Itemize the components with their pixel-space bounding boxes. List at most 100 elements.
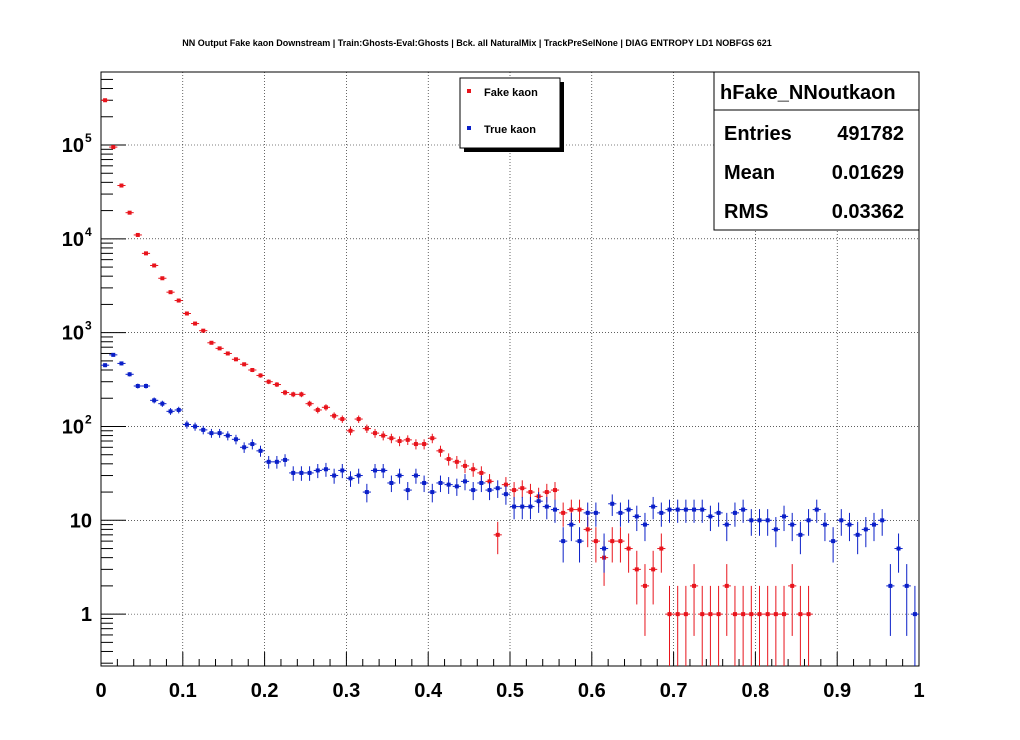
data-point (323, 467, 328, 472)
chart-title: NN Output Fake kaon Downstream | Train:G… (182, 38, 772, 48)
data-point (463, 463, 468, 468)
data-point (446, 482, 451, 487)
data-point (323, 405, 328, 410)
data-point (552, 507, 557, 512)
data-point (831, 539, 836, 544)
data-point (749, 612, 754, 617)
data-point (250, 442, 255, 447)
x-tick-label: 0.8 (741, 680, 769, 702)
data-point (217, 346, 222, 351)
x-tick-label: 0.4 (414, 680, 443, 702)
data-point (757, 518, 762, 523)
series-fake-kaon (101, 98, 813, 666)
data-point (233, 357, 238, 362)
data-point (143, 384, 148, 389)
data-point (732, 612, 737, 617)
y-tick-label: 10 (62, 229, 84, 251)
data-point (880, 518, 885, 523)
data-point (193, 424, 198, 429)
data-point (512, 504, 517, 509)
stats-box: hFake_NNoutkaon Entries 491782 Mean 0.01… (713, 71, 920, 231)
data-point (193, 321, 198, 326)
data-point (692, 507, 697, 512)
data-point (651, 504, 656, 509)
data-point (422, 442, 427, 447)
data-point (659, 546, 664, 551)
data-point (373, 468, 378, 473)
data-point (340, 468, 345, 473)
data-point (732, 510, 737, 515)
legend-marker-true-kaon (467, 126, 471, 130)
data-point (757, 612, 762, 617)
data-point (381, 433, 386, 438)
data-point (201, 427, 206, 432)
y-tick-exponent: 5 (85, 131, 92, 145)
data-point (790, 583, 795, 588)
data-point (364, 490, 369, 495)
stats-box-frame (713, 71, 920, 231)
data-point (618, 510, 623, 515)
data-point (790, 522, 795, 527)
x-tick-label: 1 (913, 680, 924, 702)
data-point (798, 612, 803, 617)
data-point (364, 426, 369, 431)
data-point (503, 482, 508, 487)
data-point (274, 459, 279, 464)
legend-box (459, 77, 561, 149)
data-point (708, 612, 713, 617)
data-point (315, 407, 320, 412)
data-point (127, 372, 132, 377)
y-tick-exponent: 2 (85, 412, 92, 426)
data-point (569, 522, 574, 527)
data-point (160, 401, 165, 406)
data-point (585, 510, 590, 515)
data-point (438, 448, 443, 453)
data-point (683, 612, 688, 617)
y-tick-label: 10 (62, 416, 84, 438)
data-point (168, 290, 173, 295)
x-tick-label: 0 (95, 680, 106, 702)
data-point (397, 439, 402, 444)
y-tick-label: 10 (62, 135, 84, 157)
data-point (610, 501, 615, 506)
data-point (299, 392, 304, 397)
data-point (536, 499, 541, 504)
y-tick-exponent: 3 (85, 319, 92, 333)
data-point (332, 413, 337, 418)
data-point (520, 486, 525, 491)
data-point (552, 488, 557, 493)
data-point (413, 442, 418, 447)
data-point (904, 583, 909, 588)
stats-entries-value: 491782 (837, 123, 904, 145)
stats-entries-label: Entries (724, 123, 792, 145)
data-point (274, 382, 279, 387)
data-point (348, 428, 353, 433)
data-point (585, 527, 590, 532)
data-points (101, 98, 919, 666)
y-tick-exponent: 4 (85, 225, 92, 239)
data-point (299, 470, 304, 475)
data-point (577, 507, 582, 512)
data-point (863, 527, 868, 532)
legend: Fake kaon True kaon (459, 77, 564, 152)
data-point (814, 507, 819, 512)
data-point (103, 363, 108, 368)
data-point (741, 612, 746, 617)
data-point (135, 232, 140, 237)
data-point (209, 431, 214, 436)
data-point (225, 351, 230, 356)
data-point (176, 298, 181, 303)
data-point (773, 527, 778, 532)
data-point (291, 470, 296, 475)
data-point (266, 459, 271, 464)
data-point (405, 437, 410, 442)
data-point (487, 488, 492, 493)
data-point (315, 468, 320, 473)
data-point (103, 98, 108, 103)
data-point (119, 361, 124, 366)
data-point (233, 437, 238, 442)
data-point (242, 362, 247, 367)
data-point (266, 379, 271, 384)
data-point (626, 507, 631, 512)
data-point (716, 612, 721, 617)
